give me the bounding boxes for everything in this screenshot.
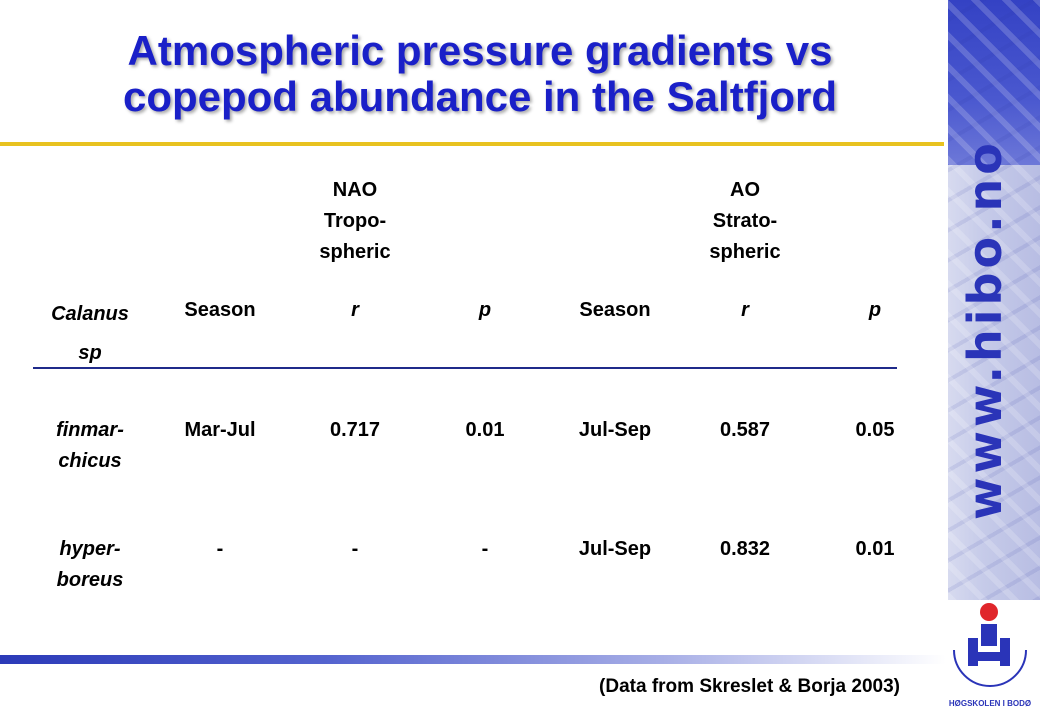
university-logo: HØGSKOLEN I BODØ [946, 600, 1040, 720]
header-divider [33, 367, 897, 369]
header-nao: NAO Tropo- spheric [319, 179, 391, 263]
row-2-p-nao: - [481, 538, 489, 560]
row-2-season-ao: Jul-Sep [578, 538, 652, 560]
row-1-r-ao: 0.587 [719, 419, 771, 441]
header-ao: AO Strato- spheric [709, 179, 781, 263]
row-1-p-ao: 0.05 [855, 419, 895, 441]
title-line-2: copepod abundance in the Saltfjord [122, 73, 838, 120]
correlation-table: NAO Tropo- spheric AO Strato- spheric Ca… [33, 179, 897, 591]
row-1-season-ao: Jul-Sep [578, 419, 652, 441]
col-season-nao: Season [184, 299, 256, 321]
slide-title: Atmospheric pressure gradients vs copepo… [30, 28, 930, 120]
col-r-ao: r [741, 299, 749, 321]
row-2-r-nao: - [351, 538, 359, 560]
col-p-ao: p [868, 299, 882, 321]
sidebar-gap [944, 0, 948, 720]
col-season-ao: Season [579, 299, 651, 321]
row-1-r-nao: 0.717 [329, 419, 381, 441]
sidebar-top-block [944, 0, 1040, 165]
col-species: Calanus sp [51, 303, 129, 364]
data-source-note: (Data from Skreslet & Borja 2003) [599, 676, 900, 697]
title-underline [0, 142, 946, 146]
logo-icon: HØGSKOLEN I BODØ [949, 603, 1031, 708]
row-1-season-nao: Mar-Jul [184, 419, 256, 441]
row-2-species: hyper- boreus [56, 538, 124, 591]
row-2-season-nao: - [216, 538, 224, 560]
logo-text: HØGSKOLEN I BODØ [949, 699, 1031, 708]
row-1-p-nao: 0.01 [465, 419, 505, 441]
row-1-species: finmar- chicus [56, 419, 124, 472]
row-2-p-ao: 0.01 [855, 538, 895, 560]
title-line-1: Atmospheric pressure gradients vs [127, 27, 833, 74]
row-2-r-ao: 0.832 [719, 538, 771, 560]
col-r-nao: r [351, 299, 359, 321]
website-url: www.hibo.no [958, 139, 1012, 520]
footer-gradient-bar [0, 655, 946, 664]
col-p-nao: p [478, 299, 492, 321]
